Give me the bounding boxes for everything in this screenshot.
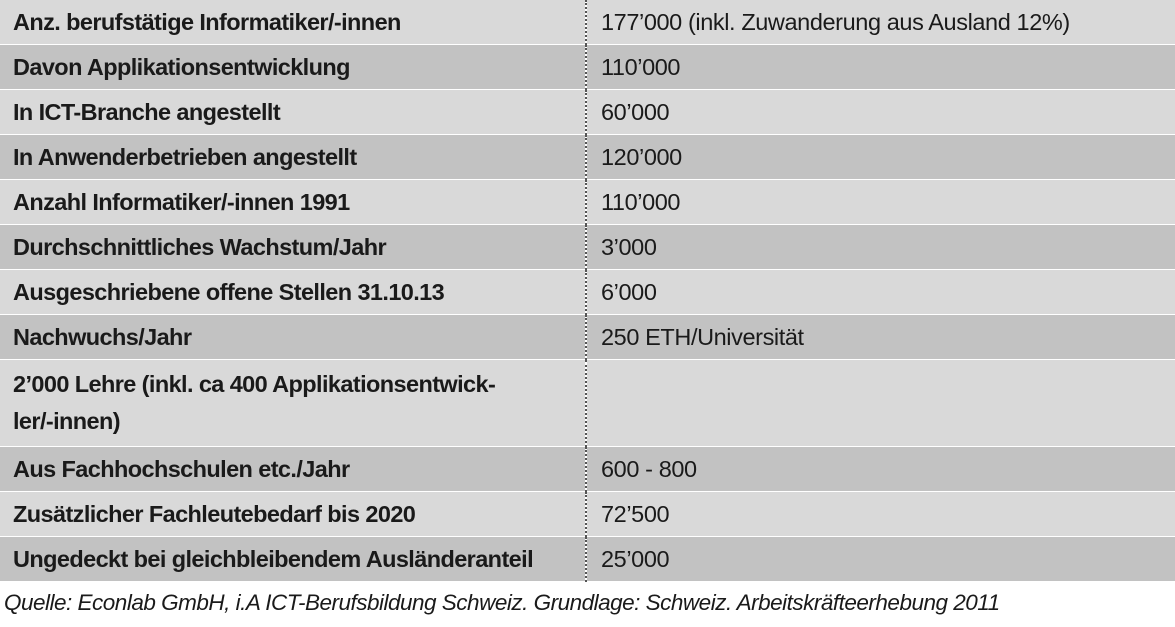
row-value: 72’500	[585, 491, 1175, 537]
row-label: In Anwenderbetrieben angestellt	[0, 134, 586, 180]
row-label: Ungedeckt bei gleichbleibendem Ausländer…	[0, 536, 586, 582]
row-label-line: ler/-innen)	[13, 408, 121, 434]
row-value: 60’000	[585, 89, 1175, 135]
row-value: 25’000	[585, 536, 1175, 582]
row-value: 110’000	[585, 44, 1175, 90]
row-label: In ICT-Branche angestellt	[0, 89, 586, 135]
table-row: Ausgeschriebene offene Stellen 31.10.13 …	[0, 269, 1175, 315]
row-label: Aus Fachhochschulen etc./Jahr	[0, 446, 586, 492]
table-row: Anzahl Informatiker/-innen 1991 110’000	[0, 179, 1175, 225]
table-row: In Anwenderbetrieben angestellt 120’000	[0, 134, 1175, 180]
row-label: Davon Applikationsentwicklung	[0, 44, 586, 90]
row-value: 120’000	[585, 134, 1175, 180]
table-row: Zusätzlicher Fachleutebedarf bis 2020 72…	[0, 491, 1175, 537]
row-label-line: 2’000 Lehre (inkl. ca 400 Applikationsen…	[13, 371, 496, 397]
table-row: 2’000 Lehre (inkl. ca 400 Applikationsen…	[0, 359, 1175, 447]
row-value: 3’000	[585, 224, 1175, 270]
table-row: Nachwuchs/Jahr 250 ETH/Universität	[0, 314, 1175, 360]
row-value: 250 ETH/Universität	[585, 314, 1175, 360]
row-value: 6’000	[585, 269, 1175, 315]
table-row: In ICT-Branche angestellt 60’000	[0, 89, 1175, 135]
table-row: Anz. berufstätige Informatiker/-innen 17…	[0, 0, 1175, 45]
row-label: Ausgeschriebene offene Stellen 31.10.13	[0, 269, 586, 315]
statistics-table: Anz. berufstätige Informatiker/-innen 17…	[0, 0, 1175, 582]
row-label: Zusätzlicher Fachleutebedarf bis 2020	[0, 491, 586, 537]
table-row: Aus Fachhochschulen etc./Jahr 600 - 800	[0, 446, 1175, 492]
source-note: Quelle: Econlab GmbH, i.A ICT-Berufsbild…	[4, 590, 1000, 615]
table-row: Durchschnittliches Wachstum/Jahr 3’000	[0, 224, 1175, 270]
row-label: 2’000 Lehre (inkl. ca 400 Applikationsen…	[0, 359, 586, 447]
row-label: Anz. berufstätige Informatiker/-innen	[0, 0, 586, 45]
row-label: Anzahl Informatiker/-innen 1991	[0, 179, 586, 225]
row-value: 110’000	[585, 179, 1175, 225]
row-label: Durchschnittliches Wachstum/Jahr	[0, 224, 586, 270]
table-row: Davon Applikationsentwicklung 110’000	[0, 44, 1175, 90]
row-value	[585, 359, 1175, 447]
row-value: 600 - 800	[585, 446, 1175, 492]
row-label: Nachwuchs/Jahr	[0, 314, 586, 360]
row-value: 177’000 (inkl. Zuwanderung aus Ausland 1…	[585, 0, 1175, 45]
table-row: Ungedeckt bei gleichbleibendem Ausländer…	[0, 536, 1175, 582]
